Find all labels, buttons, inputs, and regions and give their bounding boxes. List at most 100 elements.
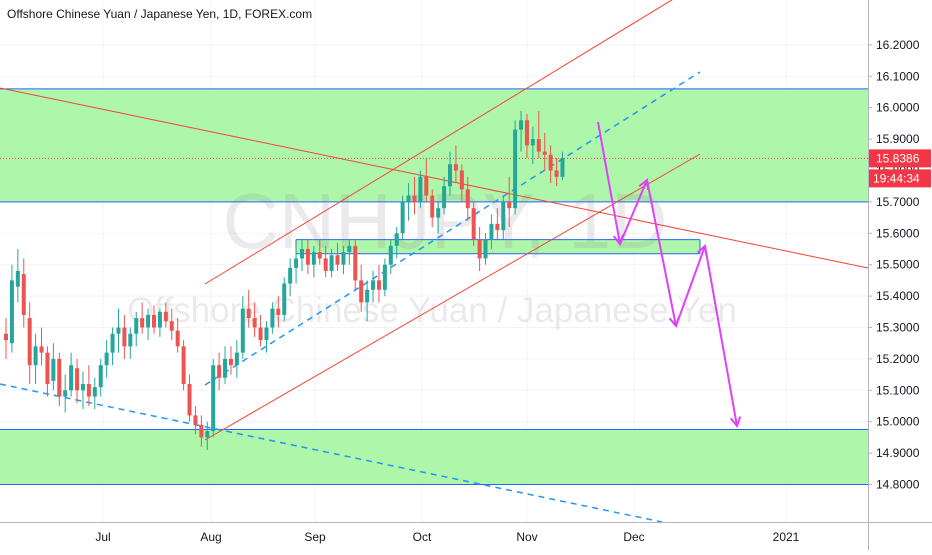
countdown-tag xyxy=(869,169,931,188)
projection-arrow-line[interactable] xyxy=(675,245,706,327)
projection-path xyxy=(597,121,742,429)
projection-arrow-line[interactable] xyxy=(619,179,648,245)
candle-body xyxy=(258,327,263,341)
last-price-tag xyxy=(869,149,931,168)
candle-body xyxy=(459,170,464,190)
candle-body xyxy=(116,327,121,334)
candle-body xyxy=(21,274,26,315)
candle-body xyxy=(152,314,156,328)
candle-body xyxy=(483,239,488,259)
candle-body xyxy=(495,223,500,231)
last-price-text: 15.8386 xyxy=(876,151,920,165)
candle-body xyxy=(317,252,322,259)
projection-arrow-line[interactable] xyxy=(646,179,677,327)
candle-body xyxy=(104,352,109,366)
candle-body xyxy=(489,223,494,240)
price-tick-label: 15.5000 xyxy=(876,258,920,272)
candle-body xyxy=(442,186,447,209)
candle-body xyxy=(471,208,476,240)
candle-body xyxy=(305,249,310,265)
price-tick-label: 15.2000 xyxy=(876,352,920,366)
candle-body xyxy=(175,330,180,347)
candle-body xyxy=(122,327,127,347)
channel-upper-line[interactable] xyxy=(204,0,680,285)
candle-body xyxy=(264,327,269,341)
candle-body xyxy=(223,358,228,378)
candle-body xyxy=(234,352,239,366)
candle-body xyxy=(394,233,399,246)
candle-body xyxy=(270,308,275,328)
candle-body xyxy=(300,249,304,259)
time-tick-label: Nov xyxy=(516,530,537,544)
projection-arrow-line[interactable] xyxy=(704,245,738,427)
candle-body xyxy=(519,120,524,130)
price-tick-label: 16.1000 xyxy=(876,69,920,83)
candle-body xyxy=(134,318,139,334)
candle-body xyxy=(45,352,50,385)
candle-body xyxy=(199,424,204,438)
time-tick-label: 2021 xyxy=(773,530,800,544)
price-tick-label: 15.9000 xyxy=(876,132,920,146)
candle-body xyxy=(163,311,168,322)
candle-body xyxy=(542,151,547,155)
candle-body xyxy=(193,415,198,425)
candle-body xyxy=(86,384,91,397)
candle-body xyxy=(477,239,482,259)
price-tick-label: 15.6000 xyxy=(876,226,920,240)
candle-body xyxy=(4,333,8,341)
candle-body xyxy=(560,157,565,177)
candle-body xyxy=(513,129,518,209)
candle-body xyxy=(335,255,340,265)
candle-body xyxy=(548,154,553,171)
candle-body xyxy=(252,318,257,328)
candle-body xyxy=(376,280,381,290)
watermark-name: Offshore Chinese Yuan / Japanese Yen xyxy=(127,291,737,330)
candle-body xyxy=(329,255,334,271)
candle-body xyxy=(205,431,210,438)
candle-body xyxy=(246,308,251,319)
candle-body xyxy=(424,176,429,196)
candle-body xyxy=(69,365,74,391)
candle-body xyxy=(311,252,316,265)
candle-body xyxy=(228,358,233,366)
projection-arrow-head xyxy=(729,416,742,429)
candle-body xyxy=(359,280,364,303)
candle-body xyxy=(128,333,133,347)
price-tick-label: 16.0000 xyxy=(876,101,920,115)
candle-body xyxy=(63,390,68,397)
candle-body xyxy=(98,365,103,388)
candle-body xyxy=(282,283,287,315)
price-tick-label: 15.4000 xyxy=(876,289,920,303)
price-tick-label: 15.1000 xyxy=(876,383,920,397)
channel-lower-line[interactable] xyxy=(204,153,701,441)
candle-body xyxy=(412,195,417,202)
candle-body xyxy=(27,318,32,366)
candle-body xyxy=(400,201,405,234)
zone-fill xyxy=(0,88,868,202)
price-axis[interactable]: 16.200016.100016.000015.900015.800015.70… xyxy=(868,38,920,492)
candle-body xyxy=(365,289,370,303)
countdown-text: 19:44:34 xyxy=(873,171,920,185)
time-axis[interactable]: Jul Aug Sep Oct Nov Dec 2021 xyxy=(95,530,799,544)
candle-body xyxy=(436,208,441,218)
channel-mid-dashed-line[interactable] xyxy=(204,71,701,386)
candle-body xyxy=(524,120,529,146)
price-tick-label: 15.3000 xyxy=(876,321,920,335)
candle-body xyxy=(323,258,328,271)
candle-body xyxy=(294,258,299,268)
candle-body xyxy=(388,245,393,265)
descending-trend-line[interactable] xyxy=(0,87,869,269)
candle-body xyxy=(353,245,358,281)
lower-dashed-trend-line[interactable] xyxy=(0,383,663,523)
candle-body xyxy=(371,280,376,290)
candle-body xyxy=(39,346,44,353)
candles xyxy=(4,110,565,450)
candle-body xyxy=(217,365,222,378)
candle-body xyxy=(211,365,216,432)
projection-arrow-line[interactable] xyxy=(597,121,621,245)
candle-body xyxy=(530,139,535,146)
candle-body xyxy=(341,252,346,265)
candle-body xyxy=(110,333,115,353)
